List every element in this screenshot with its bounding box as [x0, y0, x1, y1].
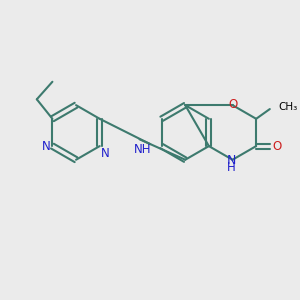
Text: O: O [272, 140, 281, 153]
Text: N: N [42, 140, 50, 153]
Text: O: O [229, 98, 238, 111]
Text: CH₃: CH₃ [279, 102, 298, 112]
Text: N: N [227, 154, 236, 167]
Text: H: H [227, 161, 236, 174]
Text: N: N [101, 147, 110, 160]
Text: NH: NH [134, 143, 151, 156]
